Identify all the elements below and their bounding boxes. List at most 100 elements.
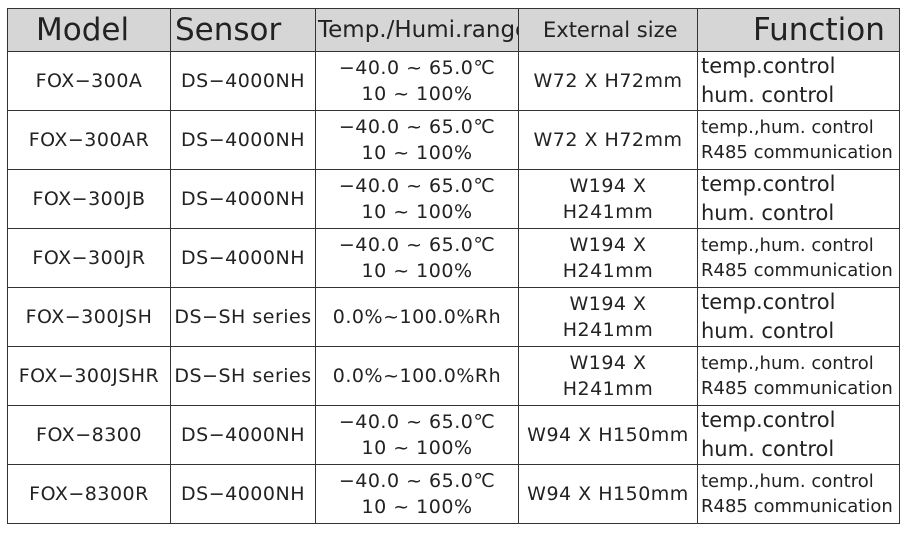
cell-text: FOX−8300 [36,424,142,446]
cell-text: −40.0 ~ 65.0℃ [338,234,496,256]
table-row: FOX−300JR DS−4000NH −40.0 ~ 65.0℃ 10 ~ 100%… [7,228,900,288]
table-cell: W194 X H241mm [518,287,698,347]
cell-text: −40.0 ~ 65.0℃ [338,175,496,197]
cell-text: DS−4000NH [181,188,305,210]
table-cell: W94 X H150mm [518,464,698,524]
cell-text: R485 communication [701,378,893,399]
cell-text: 10 ~ 100% [361,142,473,164]
cell-text: −40.0 ~ 65.0℃ [338,411,496,433]
table-cell: −40.0 ~ 65.0℃ 10 ~ 100% [315,228,519,288]
cell-text: −40.0 ~ 65.0℃ [338,470,496,492]
cell-text: 10 ~ 100% [361,437,473,459]
cell-text: DS−SH series [174,306,312,328]
table-cell: −40.0 ~ 65.0℃ 10 ~ 100% [315,51,519,111]
cell-text: DS−4000NH [181,483,305,505]
cell-text: DS−4000NH [181,247,305,269]
table-cell: 0.0%~100.0%Rh [315,287,519,347]
cell-text: W194 X [569,293,647,315]
cell-text: temp.,hum. control [701,471,874,492]
table-cell: FOX−300JSH [7,287,171,347]
table-cell: W72 X H72mm [518,51,698,111]
table-cell: W194 X H241mm [518,346,698,406]
header-cell: Temp./Humi.range [315,8,519,52]
cell-text: hum. control [701,437,835,461]
table-cell: W194 X H241mm [518,169,698,229]
table-cell: temp.control hum. control [697,169,900,229]
table-row: FOX−300JSH DS−SH series 0.0%~100.0%Rh W194 … [7,287,900,347]
table-row: FOX−300JB DS−4000NH −40.0 ~ 65.0℃ 10 ~ 100%… [7,169,900,229]
cell-text: FOX−300A [35,70,143,92]
cell-text: 10 ~ 100% [361,496,473,518]
cell-text: H241mm [562,378,654,400]
cell-text: FOX−300AR [28,129,150,151]
cell-text: R485 communication [701,496,893,517]
table-cell: −40.0 ~ 65.0℃ 10 ~ 100% [315,110,519,170]
cell-text: FOX−300JR [32,247,146,269]
table-cell: DS−4000NH [170,110,316,170]
cell-text: 10 ~ 100% [361,260,473,282]
table-cell: temp.control hum. control [697,51,900,111]
cell-text: W194 X [569,352,647,374]
cell-text: hum. control [701,201,835,225]
table-body: FOX−300A DS−4000NH −40.0 ~ 65.0℃ 10 ~ 100% W… [7,51,900,524]
table-cell: temp.control hum. control [697,287,900,347]
table-row: FOX−300JSHR DS−SH series 0.0%~100.0%Rh W194… [7,346,900,406]
cell-text: FOX−8300R [29,483,149,505]
cell-text: FOX−300JSH [25,306,153,328]
cell-text: FOX−300JB [32,188,146,210]
table-cell: temp.,hum. control R485 communication [697,346,900,406]
cell-text: W72 X H72mm [533,129,683,151]
cell-text: H241mm [562,260,654,282]
cell-text: DS−SH series [174,365,312,387]
cell-text: −40.0 ~ 65.0℃ [338,57,496,79]
table-cell: FOX−8300 [7,405,171,465]
cell-text: W194 X [569,175,647,197]
cell-text: hum. control [701,319,835,343]
table-cell: temp.control hum. control [697,405,900,465]
table-row: FOX−300AR DS−4000NH −40.0 ~ 65.0℃ 10 ~ 100%… [7,110,900,170]
table-cell: DS−SH series [170,346,316,406]
cell-text: R485 communication [701,260,893,281]
table-cell: W94 X H150mm [518,405,698,465]
cell-text: FOX−300JSHR [18,365,160,387]
table-row: FOX−300A DS−4000NH −40.0 ~ 65.0℃ 10 ~ 100% W… [7,51,900,111]
cell-text: −40.0 ~ 65.0℃ [338,116,496,138]
table-cell: FOX−300A [7,51,171,111]
table-cell: DS−4000NH [170,228,316,288]
cell-text: W72 X H72mm [533,70,683,92]
table-cell: temp.,hum. control R485 communication [697,228,900,288]
cell-text: W94 X H150mm [527,424,689,446]
table-cell: −40.0 ~ 65.0℃ 10 ~ 100% [315,464,519,524]
table-cell: temp.,hum. control R485 communication [697,110,900,170]
cell-text: DS−4000NH [181,70,305,92]
cell-text: temp.,hum. control [701,235,874,256]
table-row: FOX−8300R DS−4000NH −40.0 ~ 65.0℃ 10 ~ 100%… [7,464,900,524]
cell-text: temp.control [701,408,836,432]
cell-text: 0.0%~100.0%Rh [332,306,502,328]
table-header: Model Sensor Temp./Humi.range External s… [7,8,900,52]
cell-text: H241mm [562,319,654,341]
cell-text: R485 communication [701,142,893,163]
cell-text: 10 ~ 100% [361,201,473,223]
header-row: Model Sensor Temp./Humi.range External s… [7,8,900,52]
cell-text: W194 X [569,234,647,256]
cell-text: W94 X H150mm [527,483,689,505]
table-cell: FOX−300JB [7,169,171,229]
cell-text: H241mm [562,201,654,223]
table-cell: DS−4000NH [170,51,316,111]
cell-text: temp.control [701,172,836,196]
header-cell: Model [7,8,171,52]
header-cell: Sensor [170,8,316,52]
table-cell: FOX−300AR [7,110,171,170]
table-cell: W72 X H72mm [518,110,698,170]
header-cell: Function [697,8,900,52]
table-cell: FOX−8300R [7,464,171,524]
table-cell: DS−4000NH [170,464,316,524]
table-cell: DS−SH series [170,287,316,347]
table-cell: FOX−300JSHR [7,346,171,406]
table-cell: DS−4000NH [170,169,316,229]
table-cell: W194 X H241mm [518,228,698,288]
table-cell: 0.0%~100.0%Rh [315,346,519,406]
cell-text: 10 ~ 100% [361,83,473,105]
